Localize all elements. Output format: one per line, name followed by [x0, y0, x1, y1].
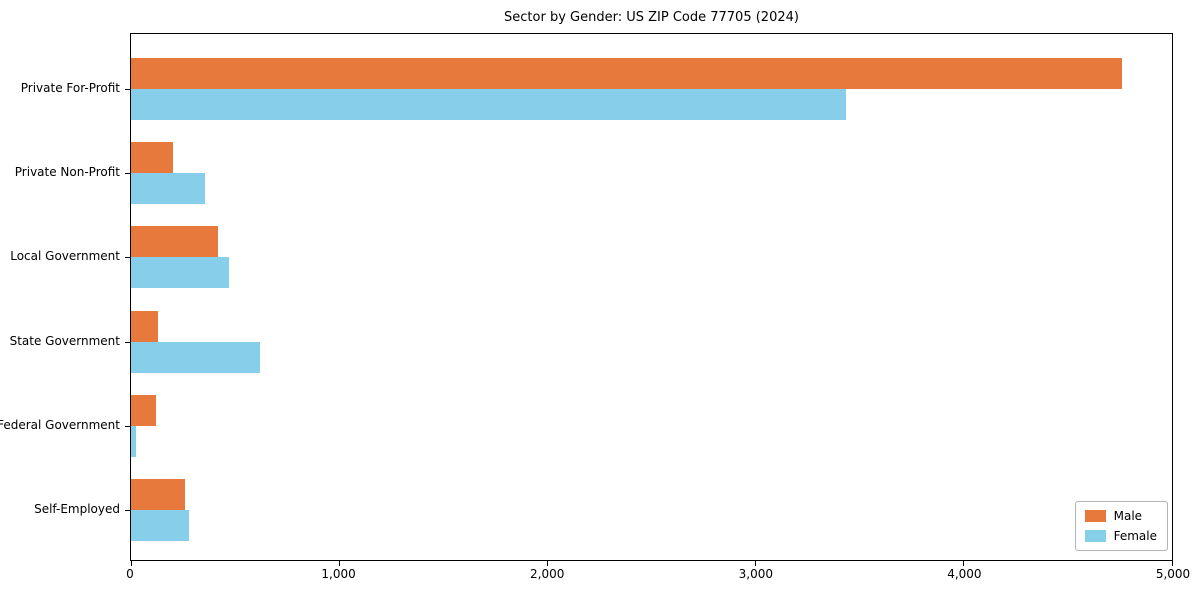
- x-tick-label-5000: 5,000: [1155, 567, 1191, 581]
- bar-male-self-employed: [131, 479, 186, 510]
- x-tick-label-4000: 4,000: [947, 567, 982, 581]
- male-color-swatch: [1084, 510, 1106, 522]
- y-axis-labels: Private For-Profit Private Non-Profit Lo…: [0, 33, 130, 561]
- y-tick-mark: [125, 257, 130, 259]
- y-tick-mark: [125, 89, 130, 90]
- x-tick-mark: [338, 561, 340, 566]
- bar-female-self-employed: [131, 510, 190, 541]
- x-tick-label-2000: 2,000: [530, 567, 565, 581]
- x-tick-label-0: 0: [126, 567, 134, 581]
- bar-female-local-government: [131, 257, 229, 289]
- y-tick-label-state-government: State Government: [9, 334, 120, 348]
- bar-female-federal-government: [131, 425, 137, 457]
- plot-area: Male Female: [125, 33, 1173, 566]
- chart-title: Sector by Gender: US ZIP Code 77705 (202…: [504, 10, 799, 25]
- y-tick-label-local-government: Local Government: [10, 249, 120, 263]
- y-tick-mark: [125, 425, 130, 427]
- legend-label-male: Male: [1113, 509, 1143, 523]
- x-tick-label-3000: 3,000: [738, 567, 773, 581]
- x-tick-mark: [755, 561, 757, 566]
- legend-label-female: Female: [1113, 529, 1157, 543]
- y-tick-mark: [125, 510, 130, 511]
- y-tick-label-private-for-profit: Private For-Profit: [20, 81, 120, 95]
- y-tick-label-private-non-profit: Private Non-Profit: [14, 165, 120, 179]
- bar-female-private-for-profit: [131, 89, 847, 120]
- bars-layer: [125, 34, 1173, 566]
- legend-item-male: Male: [1084, 509, 1157, 523]
- x-tick-mark: [1171, 561, 1173, 566]
- bar-male-federal-government: [131, 394, 156, 426]
- bar-male-private-non-profit: [131, 142, 173, 174]
- bar-female-private-non-profit: [131, 173, 205, 205]
- legend: Male Female: [1074, 501, 1168, 551]
- female-color-swatch: [1084, 530, 1106, 542]
- x-tick-mark: [546, 561, 548, 566]
- x-axis-labels: 0 1,000 2,000 3,000 4,000 5,000: [126, 567, 1190, 585]
- bar-male-state-government: [131, 310, 159, 342]
- bar-male-private-for-profit: [131, 58, 1123, 89]
- y-tick-label-federal-government: Federal Government: [0, 418, 120, 432]
- y-tick-mark: [125, 173, 130, 175]
- y-tick-label-self-employed: Self-Employed: [34, 502, 120, 516]
- bar-female-state-government: [131, 341, 261, 373]
- y-tick-mark: [125, 341, 130, 343]
- x-tick-label-1000: 1,000: [321, 567, 356, 581]
- bar-male-local-government: [131, 226, 219, 258]
- x-tick-mark: [130, 561, 132, 566]
- x-tick-mark: [963, 561, 965, 566]
- legend-item-female: Female: [1084, 529, 1157, 543]
